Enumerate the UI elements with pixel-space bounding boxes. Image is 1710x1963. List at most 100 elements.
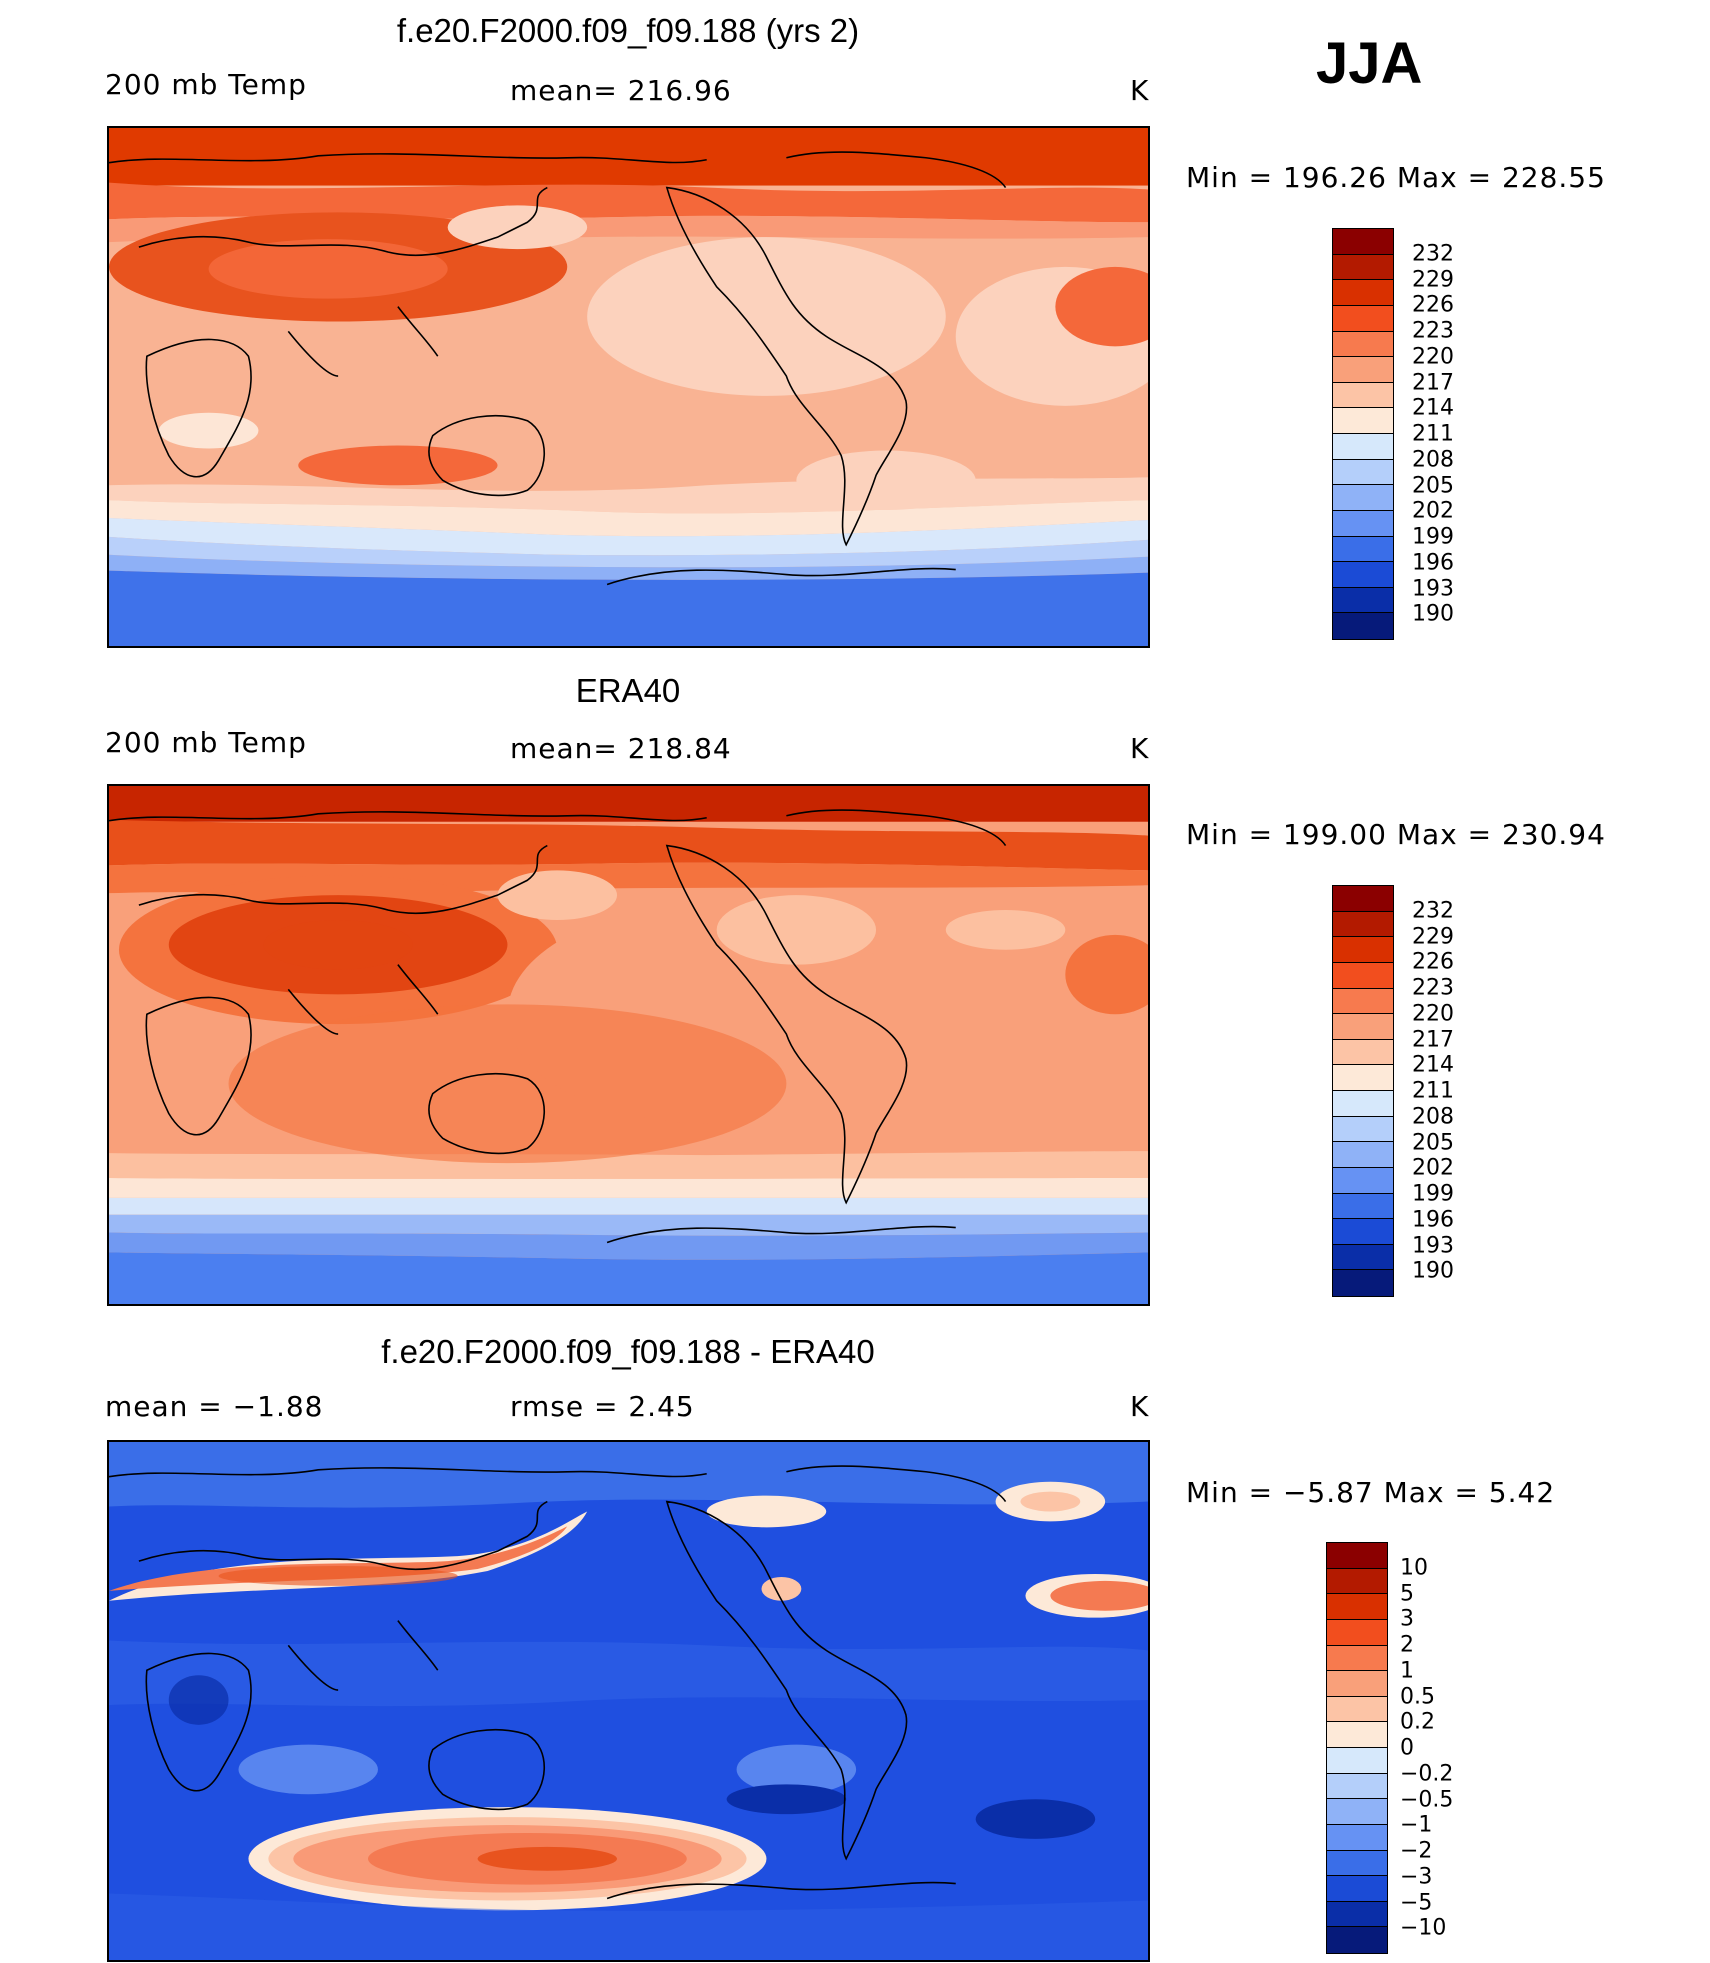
colorbar-swatch (1333, 408, 1393, 434)
colorbar-tick-label: 220 (1412, 344, 1454, 370)
panel-3-contour-field (109, 1442, 1148, 1960)
panel-2-map (107, 784, 1150, 1306)
colorbar-swatch (1333, 510, 1393, 537)
panel-2-coastlines (109, 809, 1007, 1244)
colorbar-tick-label: 190 (1412, 1258, 1454, 1284)
colorbar-swatch (1327, 1799, 1387, 1825)
colorbar-tick-label: 229 (1412, 267, 1454, 292)
colorbar-swatch (1327, 1594, 1387, 1620)
colorbar-tick-label: 205 (1412, 473, 1454, 498)
colorbar-tick-label: 190 (1412, 601, 1454, 627)
colorbar-swatch (1327, 1568, 1387, 1595)
colorbar-swatch (1333, 1219, 1393, 1245)
colorbar-swatch (1327, 1748, 1387, 1774)
panel-2-colorbar (1332, 885, 1394, 1297)
panel-2-title: ERA40 (575, 672, 681, 709)
colorbar-tick-label: 211 (1412, 1078, 1454, 1104)
colorbar-swatch (1333, 587, 1393, 614)
panel-1-field-label: 200 mb Temp (105, 68, 307, 101)
panel-1-mean: mean= 216.96 (510, 74, 732, 107)
colorbar-swatch (1333, 434, 1393, 460)
panel-3-title: f.e20.F2000.f09_f09.188 - ERA40 (381, 1333, 875, 1370)
panel-3-units: K (1130, 1390, 1150, 1423)
colorbar-swatch (1327, 1722, 1387, 1748)
season-label: JJA (1316, 31, 1423, 96)
colorbar-swatch (1333, 536, 1393, 563)
colorbar-swatch (1327, 1850, 1387, 1877)
panel-1-title: f.e20.F2000.f09_f09.188 (yrs 2) (396, 12, 860, 49)
colorbar-tick-label: 199 (1412, 524, 1454, 550)
colorbar-tick-label: −1 (1400, 1812, 1433, 1838)
colorbar-tick-label: 196 (1412, 550, 1454, 576)
colorbar-tick-label: 232 (1412, 898, 1454, 924)
colorbar-swatch (1327, 1696, 1387, 1723)
colorbar-tick-label: 223 (1412, 318, 1454, 344)
colorbar-swatch (1327, 1824, 1387, 1851)
colorbar-swatch (1327, 1876, 1387, 1902)
colorbar-swatch (1333, 382, 1393, 409)
colorbar-tick-label: 196 (1412, 1207, 1454, 1233)
colorbar-swatch (1333, 305, 1393, 332)
colorbar-swatch (1333, 459, 1393, 486)
panel-3-minmax: Min = −5.87 Max = 5.42 (1186, 1476, 1556, 1509)
colorbar-swatch (1333, 485, 1393, 511)
panel-3-coastlines (109, 1465, 1007, 1900)
colorbar-swatch (1327, 1671, 1387, 1697)
colorbar-tick-label: 220 (1412, 1001, 1454, 1027)
colorbar-tick-label: 211 (1412, 421, 1454, 447)
colorbar-tick-label: 217 (1412, 1027, 1454, 1052)
colorbar-swatch (1333, 254, 1393, 281)
colorbar-tick-label: 202 (1412, 1155, 1454, 1181)
colorbar-swatch (1327, 1645, 1387, 1672)
colorbar-tick-label: 223 (1412, 975, 1454, 1001)
panel-1-colorbar (1332, 228, 1394, 640)
colorbar-swatch (1333, 1014, 1393, 1040)
colorbar-swatch (1333, 1193, 1393, 1220)
colorbar-swatch (1333, 911, 1393, 938)
panel-2-mean: mean= 218.84 (510, 732, 732, 765)
colorbar-swatch (1333, 1244, 1393, 1271)
colorbar-tick-label: 208 (1412, 1104, 1454, 1130)
colorbar-swatch (1333, 988, 1393, 1015)
colorbar-swatch (1333, 1039, 1393, 1066)
colorbar-swatch (1327, 1927, 1387, 1953)
panel-1-coastlines (109, 151, 1007, 586)
colorbar-swatch (1333, 613, 1393, 639)
colorbar-tick-label: −2 (1400, 1838, 1433, 1864)
panel-3-colorbar (1326, 1542, 1388, 1954)
panel-1-map (107, 126, 1150, 648)
colorbar-tick-label: 3 (1400, 1606, 1414, 1632)
colorbar-tick-label: 226 (1412, 949, 1454, 975)
colorbar-swatch (1327, 1619, 1387, 1646)
colorbar-tick-label: 5 (1400, 1581, 1414, 1606)
colorbar-tick-label: 0.5 (1400, 1684, 1435, 1709)
colorbar-swatch (1333, 886, 1393, 912)
colorbar-tick-label: 208 (1412, 447, 1454, 473)
colorbar-tick-label: −5 (1400, 1890, 1433, 1915)
panel-2-minmax: Min = 199.00 Max = 230.94 (1186, 818, 1606, 851)
colorbar-tick-label: 226 (1412, 292, 1454, 318)
colorbar-tick-label: 193 (1412, 1233, 1454, 1258)
colorbar-swatch (1333, 962, 1393, 989)
panel-2-field-label: 200 mb Temp (105, 726, 307, 759)
colorbar-tick-label: 229 (1412, 924, 1454, 949)
colorbar-swatch (1333, 280, 1393, 306)
colorbar-swatch (1327, 1543, 1387, 1569)
colorbar-tick-label: 214 (1412, 395, 1454, 421)
colorbar-tick-label: 1 (1400, 1658, 1414, 1684)
colorbar-tick-label: 217 (1412, 370, 1454, 395)
colorbar-swatch (1333, 1270, 1393, 1296)
panel-3-rmse: rmse = 2.45 (510, 1390, 695, 1423)
colorbar-tick-label: 205 (1412, 1130, 1454, 1155)
colorbar-tick-label: 232 (1412, 241, 1454, 267)
colorbar-swatch (1333, 1065, 1393, 1091)
colorbar-swatch (1333, 562, 1393, 588)
colorbar-swatch (1327, 1773, 1387, 1800)
panel-1-contour-field (109, 128, 1148, 646)
panel-3-mean: mean = −1.88 (105, 1390, 324, 1423)
colorbar-tick-label: 193 (1412, 576, 1454, 601)
colorbar-tick-label: −0.5 (1400, 1787, 1454, 1812)
colorbar-tick-label: −10 (1400, 1915, 1447, 1941)
panel-2-units: K (1130, 732, 1150, 765)
colorbar-tick-label: −0.2 (1400, 1761, 1454, 1787)
